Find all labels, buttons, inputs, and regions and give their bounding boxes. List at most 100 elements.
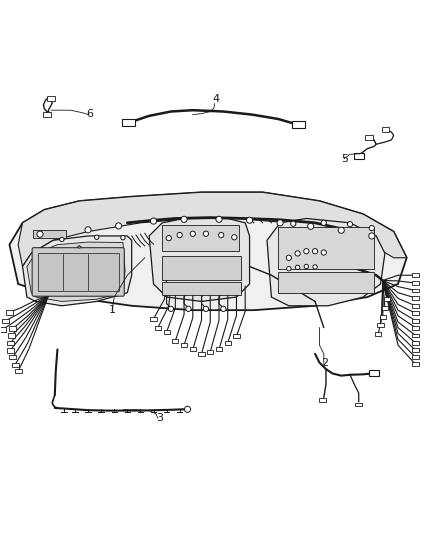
Bar — [38, 253, 119, 290]
Bar — [354, 152, 364, 159]
Bar — [412, 319, 419, 322]
Circle shape — [232, 235, 237, 240]
Bar — [43, 111, 51, 117]
Bar — [356, 402, 362, 407]
Bar — [369, 370, 379, 376]
Circle shape — [277, 220, 283, 226]
Bar — [412, 296, 419, 300]
Bar — [12, 362, 18, 367]
Bar — [380, 315, 386, 319]
Circle shape — [116, 223, 122, 229]
Bar — [365, 135, 373, 140]
Bar — [162, 225, 239, 251]
Circle shape — [287, 266, 291, 271]
Circle shape — [37, 231, 43, 237]
Bar — [216, 348, 222, 351]
Circle shape — [321, 220, 326, 225]
Bar — [0, 327, 7, 332]
Bar — [412, 304, 419, 308]
Circle shape — [184, 406, 191, 413]
Circle shape — [290, 221, 296, 227]
Bar — [8, 333, 15, 338]
Bar — [378, 324, 384, 327]
Bar — [198, 352, 205, 356]
Bar — [181, 343, 187, 347]
Bar — [292, 121, 304, 128]
Bar — [207, 350, 213, 353]
Circle shape — [286, 255, 291, 261]
Circle shape — [369, 233, 375, 239]
Text: 3: 3 — [155, 413, 162, 423]
Bar — [122, 119, 135, 126]
Bar — [412, 356, 419, 359]
Bar — [412, 341, 419, 345]
Bar — [319, 398, 326, 402]
Circle shape — [190, 231, 195, 236]
Bar — [162, 282, 241, 295]
Text: 5: 5 — [341, 154, 348, 164]
Bar — [2, 319, 9, 323]
Polygon shape — [10, 192, 407, 310]
Circle shape — [247, 217, 253, 223]
Polygon shape — [18, 192, 407, 266]
Text: 6: 6 — [86, 109, 93, 119]
Text: 2: 2 — [321, 358, 328, 368]
Bar — [172, 339, 178, 343]
Circle shape — [321, 250, 326, 255]
Bar — [7, 341, 14, 345]
Bar — [412, 349, 419, 352]
Bar — [150, 317, 156, 321]
Bar — [162, 256, 241, 280]
Bar — [7, 348, 14, 352]
Circle shape — [347, 222, 353, 227]
Circle shape — [203, 231, 208, 236]
Circle shape — [304, 264, 308, 269]
FancyBboxPatch shape — [32, 248, 124, 296]
Circle shape — [166, 236, 171, 241]
Bar — [225, 341, 231, 345]
Polygon shape — [27, 242, 125, 302]
Bar — [10, 326, 16, 330]
Bar — [412, 362, 419, 366]
Bar — [412, 273, 419, 277]
Text: 1: 1 — [109, 305, 116, 315]
Bar — [10, 355, 16, 359]
Bar — [412, 326, 419, 329]
Bar — [14, 369, 21, 374]
Bar — [375, 332, 381, 336]
Bar — [278, 272, 374, 293]
Circle shape — [369, 225, 374, 231]
Circle shape — [338, 227, 344, 233]
Circle shape — [177, 232, 182, 238]
Bar — [412, 334, 419, 337]
Circle shape — [168, 306, 173, 311]
Bar — [6, 310, 13, 314]
Bar — [163, 330, 170, 334]
Bar — [33, 230, 66, 238]
Bar — [155, 326, 161, 329]
Bar — [384, 297, 390, 301]
Circle shape — [85, 227, 91, 233]
Bar — [278, 227, 374, 269]
Circle shape — [60, 237, 64, 241]
Bar — [382, 127, 389, 132]
Circle shape — [186, 306, 191, 311]
Circle shape — [203, 306, 208, 311]
Circle shape — [181, 216, 187, 222]
Circle shape — [312, 248, 318, 254]
Circle shape — [295, 265, 300, 270]
Text: 4: 4 — [212, 94, 219, 104]
Circle shape — [295, 251, 300, 256]
Bar — [382, 306, 388, 310]
Circle shape — [95, 235, 99, 239]
Bar — [47, 96, 55, 101]
Circle shape — [221, 306, 226, 311]
Circle shape — [313, 265, 317, 269]
Bar — [190, 348, 196, 351]
Circle shape — [219, 232, 224, 238]
Polygon shape — [22, 236, 132, 306]
Circle shape — [307, 223, 314, 229]
Circle shape — [216, 216, 222, 222]
Bar — [412, 288, 419, 293]
Circle shape — [121, 236, 125, 240]
